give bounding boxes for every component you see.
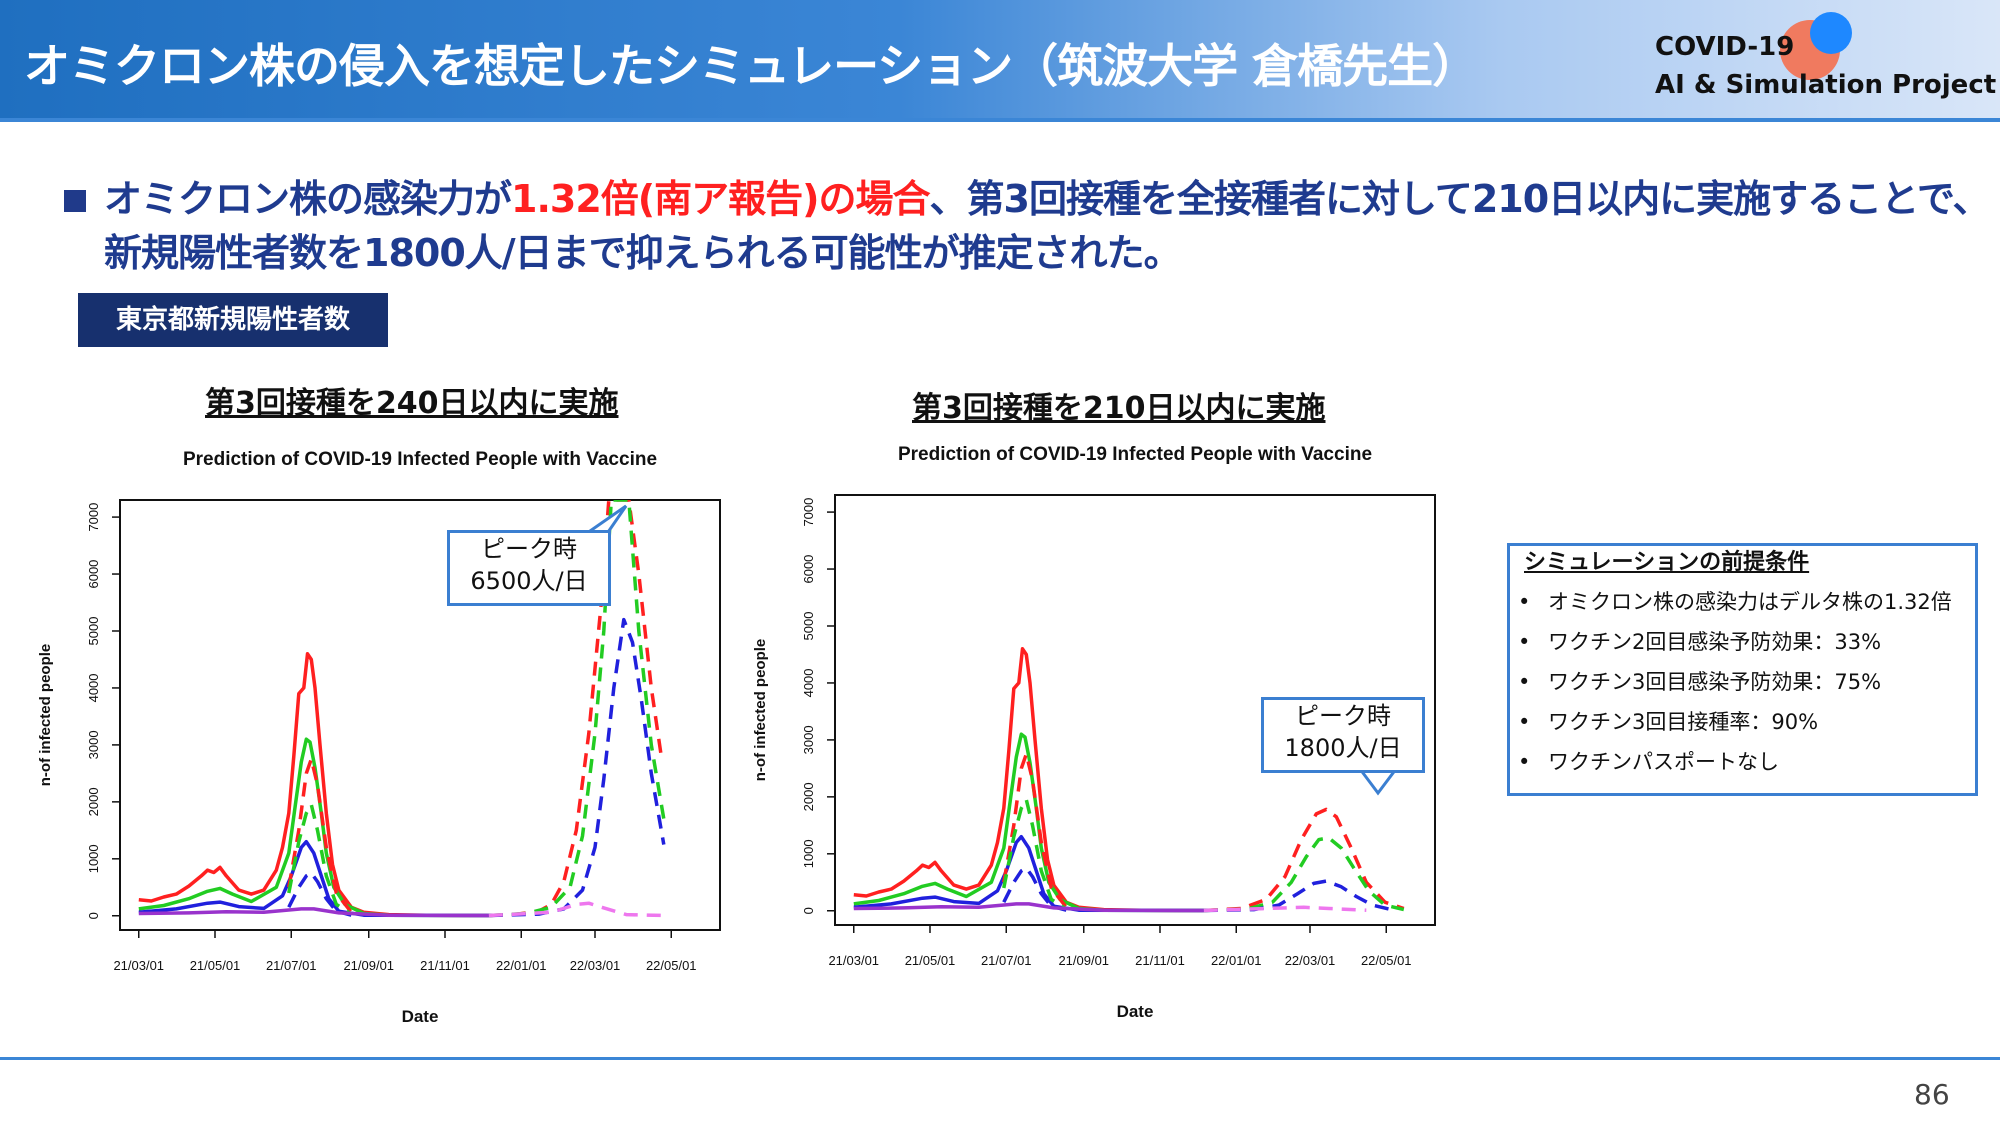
y-axis-label: n-of infected people — [37, 644, 54, 787]
simulation-conditions-box: シミュレーションの前提条件 • オミクロン株の感染力はデルタ株の1.32倍 • ワク… — [1507, 543, 1978, 796]
callout-2-line-2: 1800人/日 — [1284, 734, 1402, 762]
callout-peak-6500: ピーク時 6500人/日 — [447, 530, 611, 606]
x-tick-label: 21/11/01 — [1135, 953, 1185, 968]
x-axis-label: Date — [402, 1007, 439, 1026]
x-tick-label: 21/03/01 — [113, 958, 164, 973]
lead-highlight: 1.32倍(南ア報告)の場合 — [511, 177, 930, 221]
condition-item: • オミクロン株の感染力はデルタ株の1.32倍 — [1518, 590, 1952, 614]
plot-frame — [119, 499, 721, 931]
series-line-9 — [853, 902, 1204, 913]
condition-item: • ワクチンパスポートなし — [1518, 750, 1779, 774]
x-tick-label: 21/09/01 — [343, 958, 394, 973]
page-title: オミクロン株の侵入を想定したシミュレーション（筑波大学 倉橋先生） — [24, 39, 1478, 93]
condition-item: • ワクチン3回目接種率：90% — [1518, 710, 1819, 734]
series-line-2 — [853, 732, 1204, 913]
series-line-5 — [1203, 879, 1392, 913]
bullet-square-icon — [64, 190, 86, 212]
x-tick-label: 21/05/01 — [190, 958, 241, 973]
series-group — [138, 500, 666, 918]
y-tick-label: 0 — [86, 912, 101, 919]
y-tick-label: 5000 — [86, 617, 101, 646]
y-tick-label: 7000 — [86, 503, 101, 532]
conditions-title: シミュレーションの前提条件 — [1524, 550, 1810, 575]
x-tick-label: 21/07/01 — [266, 958, 317, 973]
y-tick-label: 0 — [801, 907, 816, 914]
x-tick-label: 22/03/01 — [1285, 953, 1336, 968]
logo-line-2: AI & Simulation Project — [1655, 70, 1997, 100]
x-tick-label: 21/07/01 — [981, 953, 1032, 968]
y-tick-label: 4000 — [86, 673, 101, 702]
y-tick-label: 3000 — [86, 730, 101, 759]
chart-240-days: Prediction of COVID-19 Infected People w… — [37, 449, 721, 1026]
series-line-3 — [1203, 836, 1405, 913]
header-bar — [0, 0, 2000, 118]
plot-frame — [834, 494, 1436, 926]
section-tag: 東京都新規陽性者数 — [78, 293, 388, 347]
x-tick-label: 21/05/01 — [905, 953, 956, 968]
series-line-10 — [1203, 905, 1367, 913]
series-group — [853, 647, 1405, 913]
callout-1-line-2: 6500人/日 — [470, 567, 588, 595]
x-axis-label: Date — [1117, 1002, 1154, 1021]
chart-title: Prediction of COVID-19 Infected People w… — [183, 449, 657, 470]
callout-1-line-1: ピーク時 — [481, 535, 577, 563]
series-line-9 — [138, 907, 489, 918]
footer-divider — [0, 1057, 2000, 1060]
series-line-6 — [1002, 752, 1068, 909]
series-line-2 — [138, 737, 489, 918]
series-line-0 — [138, 652, 489, 918]
logo-line-1: COVID-19 — [1655, 32, 1795, 62]
header-divider — [0, 118, 2000, 122]
series-line-0 — [853, 647, 1204, 913]
x-tick-label: 21/11/01 — [420, 958, 470, 973]
x-tick-label: 22/01/01 — [1211, 953, 1262, 968]
x-tick-label: 22/05/01 — [1361, 953, 1412, 968]
logo-blue-circle-icon — [1810, 12, 1852, 54]
x-tick-label: 21/09/01 — [1058, 953, 1109, 968]
y-tick-label: 1000 — [801, 839, 816, 868]
page-number: 86 — [1914, 1078, 1950, 1111]
callout-peak-1800: ピーク時 1800人/日 — [1261, 697, 1425, 773]
y-tick-label: 5000 — [801, 612, 816, 641]
lead-part-2: 、第3回接種を全接種者に対して210日以内に実施することで、新規陽性者数を180… — [104, 177, 1990, 275]
condition-item: • ワクチン2回目感染予防効果：33% — [1518, 630, 1882, 654]
x-tick-label: 21/03/01 — [828, 953, 879, 968]
series-line-1 — [1203, 807, 1405, 913]
series-line-6 — [287, 757, 353, 914]
y-tick-label: 3000 — [801, 725, 816, 754]
series-line-7 — [1002, 797, 1068, 911]
panel-2-heading: 第3回接種を210日以内に実施 — [912, 391, 1326, 426]
series-line-7 — [287, 802, 353, 916]
series-line-5 — [488, 617, 666, 918]
chart-title: Prediction of COVID-19 Infected People w… — [898, 444, 1372, 465]
x-tick-label: 22/03/01 — [570, 958, 621, 973]
y-tick-label: 2000 — [86, 787, 101, 816]
series-line-8 — [1002, 866, 1067, 912]
project-logo: COVID-19 AI & Simulation Project — [1655, 28, 1996, 104]
callout-2-line-1: ピーク時 — [1295, 702, 1391, 730]
y-tick-label: 6000 — [801, 555, 816, 584]
y-tick-label: 7000 — [801, 498, 816, 527]
y-tick-label: 2000 — [801, 782, 816, 811]
lead-statement: オミクロン株の感染力が1.32倍(南ア報告)の場合、第3回接種を全接種者に対して… — [104, 172, 1994, 280]
panel-1-heading: 第3回接種を240日以内に実施 — [205, 386, 619, 421]
conditions-list: • オミクロン株の感染力はデルタ株の1.32倍 • ワクチン2回目感染予防効果：33… — [1518, 582, 1952, 782]
y-tick-label: 6000 — [86, 560, 101, 589]
condition-item: • ワクチン3回目感染予防効果：75% — [1518, 670, 1882, 694]
series-line-10 — [488, 901, 664, 918]
y-tick-label: 1000 — [86, 844, 101, 873]
series-line-8 — [287, 871, 352, 917]
lead-part-1: オミクロン株の感染力が — [104, 177, 512, 221]
y-axis-label: n-of infected people — [752, 639, 769, 782]
series-line-3 — [488, 500, 666, 918]
chart-210-days: Prediction of COVID-19 Infected People w… — [752, 444, 1436, 1021]
x-tick-label: 22/05/01 — [646, 958, 697, 973]
x-tick-label: 22/01/01 — [496, 958, 547, 973]
y-tick-label: 4000 — [801, 668, 816, 697]
